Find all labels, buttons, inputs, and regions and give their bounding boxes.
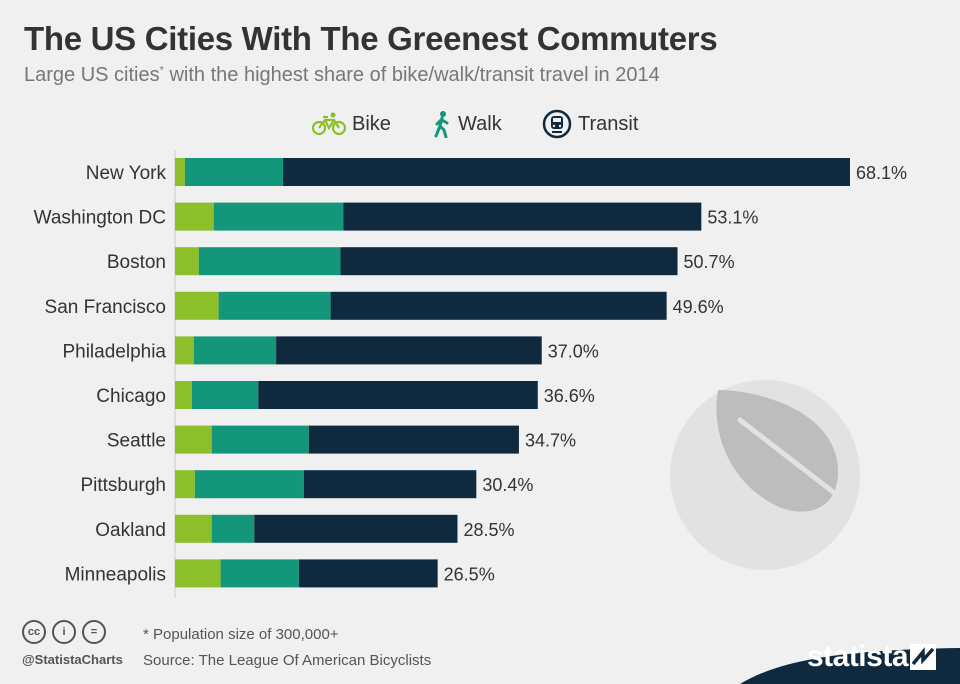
leaf-vein: [737, 417, 853, 508]
bar-bike-minneapolis: [175, 559, 221, 588]
bars-group: New York 68.1% Washington DC 53.1% Boston 50.…: [34, 158, 907, 588]
no-derivatives-icon: =: [82, 620, 106, 644]
bar-transit-seattle: [308, 425, 519, 454]
value-label-new-york: 68.1%: [856, 163, 907, 183]
value-label-chicago: 36.6%: [544, 386, 595, 406]
footer-license: cc i = @StatistaCharts: [22, 620, 123, 667]
bar-transit-philadelphia: [276, 336, 542, 365]
bar-walk-seattle: [211, 425, 309, 454]
bar-walk-philadelphia: [193, 336, 277, 365]
creative-commons-icon: cc: [22, 620, 46, 644]
category-label-boston: Boston: [107, 252, 166, 273]
bar-transit-chicago: [258, 381, 538, 409]
chart-title: The US Cities With The Greenest Commuter…: [24, 20, 718, 57]
category-label-seattle: Seattle: [107, 431, 166, 452]
bar-walk-washington-dc: [213, 202, 344, 231]
bar-transit-pittsburgh: [303, 470, 477, 499]
value-label-oakland: 28.5%: [463, 520, 514, 540]
bar-bike-chicago: [175, 381, 192, 409]
category-label-san-francisco: San Francisco: [45, 297, 166, 318]
value-label-san-francisco: 49.6%: [673, 297, 724, 317]
category-label-minneapolis: Minneapolis: [65, 564, 166, 585]
value-label-seattle: 34.7%: [525, 431, 576, 451]
subtitle-text-rest: with the highest share of bike/walk/tran…: [163, 64, 660, 86]
bar-transit-washington-dc: [343, 202, 702, 231]
legend-label-bike: Bike: [352, 112, 391, 135]
bar-bike-seattle: [175, 425, 212, 454]
leaf-decoration: [670, 380, 860, 570]
category-label-pittsburgh: Pittsburgh: [80, 475, 166, 496]
bar-walk-boston: [198, 247, 341, 276]
bar-walk-oakland: [211, 514, 255, 543]
bar-bike-philadelphia: [175, 336, 194, 365]
subtitle-text: Large US cities: [24, 64, 160, 86]
bar-bike-boston: [175, 247, 199, 276]
bar-walk-minneapolis: [220, 559, 299, 588]
category-label-chicago: Chicago: [96, 386, 166, 407]
bar-bike-oakland: [175, 514, 212, 543]
bar-walk-chicago: [191, 381, 259, 409]
bar-transit-san-francisco: [330, 291, 667, 320]
category-label-philadelphia: Philadelphia: [62, 341, 166, 362]
bar-transit-minneapolis: [298, 559, 438, 588]
legend: Bike Walk Transit: [0, 108, 960, 140]
legend-item-bike: Bike: [312, 108, 391, 140]
bar-walk-pittsburgh: [194, 470, 304, 499]
stacked-bar-chart: New York 68.1% Washington DC 53.1% Boston 50.…: [34, 150, 907, 598]
brand-name: statista: [806, 640, 909, 673]
legend-item-transit: Transit: [542, 108, 638, 140]
value-label-philadelphia: 37.0%: [548, 341, 599, 361]
category-label-new-york: New York: [86, 163, 167, 184]
attribution-icon: i: [52, 620, 76, 644]
bar-walk-new-york: [184, 158, 284, 186]
logo-banner: [740, 648, 960, 684]
train-icon: [542, 109, 572, 139]
legend-label-walk: Walk: [458, 112, 502, 135]
category-label-washington-dc: Washington DC: [34, 208, 166, 229]
legend-item-walk: Walk: [432, 108, 502, 140]
category-label-oakland: Oakland: [95, 520, 166, 541]
bar-bike-pittsburgh: [175, 470, 195, 499]
value-label-pittsburgh: 30.4%: [482, 475, 533, 495]
value-label-minneapolis: 26.5%: [444, 564, 495, 584]
statista-handle: @StatistaCharts: [22, 652, 123, 667]
legend-label-transit: Transit: [578, 112, 639, 135]
walking-person-icon: [434, 111, 449, 138]
subtitle-asterisk: *: [159, 64, 164, 77]
chart-subtitle: Large US cities* with the highest share …: [24, 64, 660, 87]
bar-transit-new-york: [283, 158, 850, 186]
bar-transit-boston: [340, 247, 678, 276]
bar-bike-new-york: [175, 158, 185, 186]
value-label-boston: 50.7%: [684, 252, 735, 272]
footnote: * Population size of 300,000+: [143, 626, 339, 643]
bar-transit-oakland: [254, 514, 458, 543]
statista-logo[interactable]: statista: [740, 620, 960, 684]
value-label-washington-dc: 53.1%: [707, 208, 758, 228]
statista-mark-icon: [910, 644, 936, 670]
bar-walk-san-francisco: [218, 291, 331, 320]
bicycle-icon: [312, 112, 346, 136]
bar-bike-san-francisco: [175, 291, 219, 320]
source-note: Source: The League Of American Bicyclist…: [143, 652, 432, 669]
bar-bike-washington-dc: [175, 202, 214, 231]
